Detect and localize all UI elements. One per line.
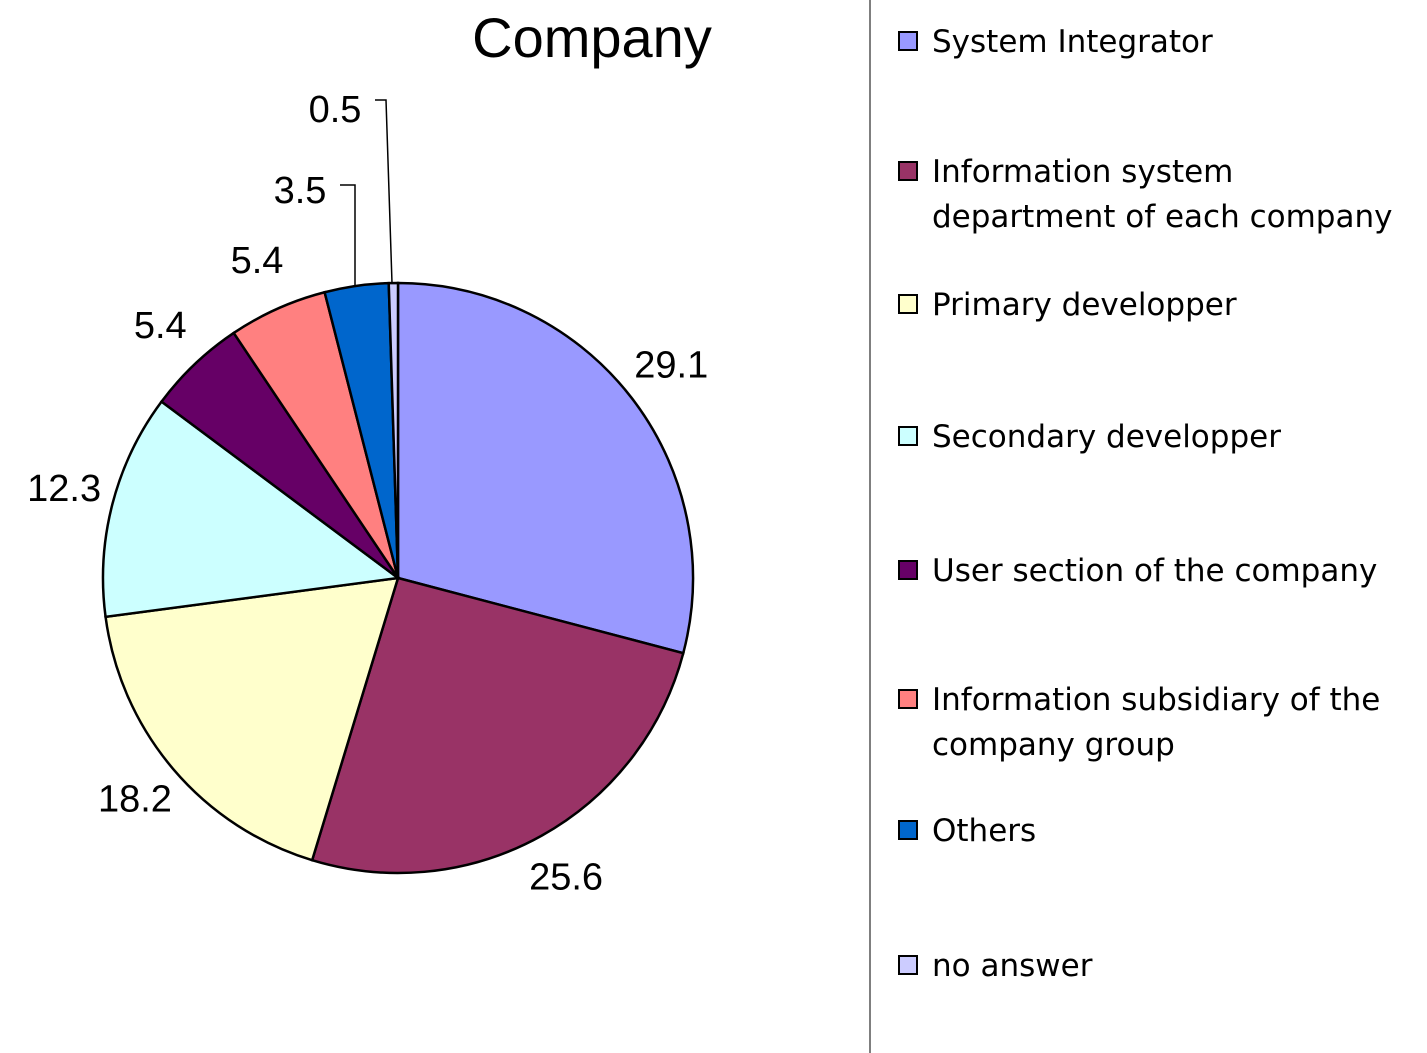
data-label: 5.4 <box>134 305 187 347</box>
legend-item: Information subsidiary of the company gr… <box>898 678 1398 768</box>
legend-item: Others <box>898 809 1398 854</box>
legend-swatch <box>898 560 918 580</box>
leader-line <box>375 99 393 284</box>
legend-swatch <box>898 955 918 975</box>
data-label: 29.1 <box>634 344 708 386</box>
pie-slice <box>396 281 695 655</box>
legend-swatch <box>898 689 918 709</box>
legend-label: User section of the company <box>932 553 1378 589</box>
legend-swatch <box>898 426 918 446</box>
pie-slice <box>101 399 402 619</box>
legend-label: Secondary developper <box>932 419 1281 455</box>
pie-slice <box>310 576 685 875</box>
data-label: 3.5 <box>274 170 327 212</box>
legend-item: no answer <box>898 944 1398 989</box>
data-label: 5.4 <box>231 240 284 282</box>
legend-item: User section of the company <box>898 549 1398 594</box>
leader-line <box>340 184 356 285</box>
legend-swatch <box>898 294 918 314</box>
legend-label: Information system department of each co… <box>932 154 1393 235</box>
legend-swatch <box>898 820 918 840</box>
legend-label: System Integrator <box>932 24 1213 60</box>
legend-label: no answer <box>932 948 1093 984</box>
legend-swatch <box>898 161 918 181</box>
legend-label: Others <box>932 813 1037 849</box>
legend-label: Information subsidiary of the company gr… <box>932 682 1381 763</box>
legend-item: Secondary developper <box>898 415 1398 460</box>
pie-slice <box>387 281 400 579</box>
data-label: 25.6 <box>529 856 603 898</box>
legend-item: Information system department of each co… <box>898 150 1398 240</box>
data-label: 12.3 <box>27 468 101 510</box>
legend-label: Primary developper <box>932 287 1237 323</box>
chart-title: Company <box>472 6 712 69</box>
legend-item: Primary developper <box>898 283 1398 328</box>
pie-slice <box>104 576 400 862</box>
data-label: 0.5 <box>309 89 362 131</box>
legend-swatch <box>898 31 918 51</box>
legend-item: System Integrator <box>898 20 1398 65</box>
data-label: 18.2 <box>98 778 172 820</box>
